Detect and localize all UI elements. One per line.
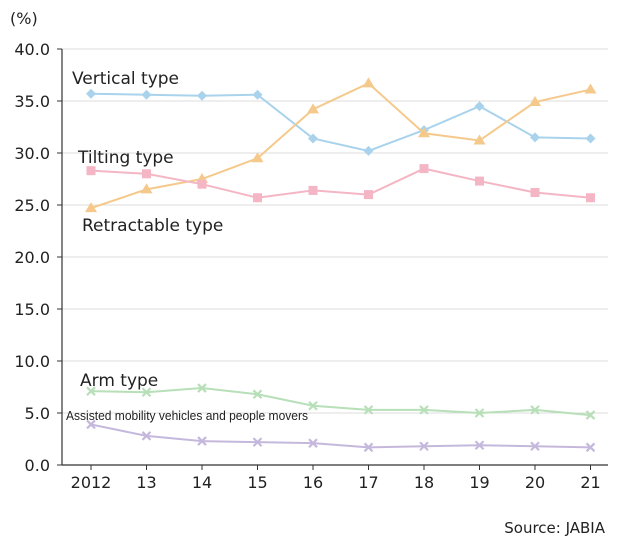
y-tick-labels: 40.0 35.0 30.0 25.0 20.0 15.0 10.0 5.0 0.0 [14, 40, 50, 475]
series-line [90, 92, 591, 152]
y-tick-label: 35.0 [14, 92, 50, 111]
y-tick-label: 10.0 [14, 352, 50, 371]
data-point [141, 89, 152, 100]
data-point [585, 410, 596, 420]
data-point [197, 179, 207, 189]
data-point [586, 193, 595, 203]
data-point [473, 134, 486, 145]
series-3 [86, 383, 596, 420]
source-note: Source: JABIA [504, 519, 605, 537]
axes [57, 48, 608, 470]
x-tick-label: 18 [414, 473, 434, 492]
series-label-vertical-type: Vertical type [72, 69, 179, 89]
series-line [90, 387, 591, 417]
data-point [585, 133, 596, 144]
data-point [85, 202, 97, 213]
data-point [141, 387, 152, 397]
series-label-tilting-type: Tilting type [77, 148, 174, 168]
data-point [197, 383, 207, 393]
series-line [90, 167, 591, 199]
y-axis-unit: (%) [10, 9, 38, 28]
data-point [251, 152, 264, 163]
data-point [584, 83, 597, 94]
series-line [90, 82, 591, 210]
data-point [530, 405, 540, 415]
series-4 [86, 419, 596, 453]
series-line [90, 423, 591, 449]
y-tick-label: 25.0 [14, 196, 50, 215]
gridlines [62, 48, 608, 414]
data-point [474, 440, 485, 451]
data-point [252, 89, 263, 100]
x-tick-label: 13 [136, 473, 156, 492]
data-point [86, 88, 96, 99]
data-point [530, 188, 540, 198]
data-point [142, 169, 151, 179]
y-tick-label: 0.0 [25, 456, 50, 475]
data-point [362, 77, 375, 88]
data-point [474, 408, 485, 418]
y-tick-label: 5.0 [25, 404, 50, 423]
data-point [419, 164, 429, 174]
data-point [474, 101, 485, 112]
y-tick-label: 20.0 [14, 248, 50, 267]
data-point [86, 166, 96, 176]
x-tick-label: 16 [303, 473, 323, 492]
data-point [530, 441, 540, 452]
x-tick-label: 2012 [71, 473, 112, 492]
data-point [363, 145, 374, 156]
data-point [308, 400, 318, 411]
x-tick-label: 19 [469, 473, 489, 492]
data-point [364, 190, 373, 200]
x-tick-label: 14 [192, 473, 212, 492]
data-point [363, 405, 374, 415]
data-point [529, 96, 541, 107]
series-label-assisted-mobility: Assisted mobility vehicles and people mo… [66, 408, 308, 423]
data-point [419, 405, 429, 415]
x-tick-label: 21 [580, 473, 600, 492]
data-point [252, 389, 263, 400]
y-tick-label: 30.0 [14, 144, 50, 163]
y-tick-label: 15.0 [14, 300, 50, 319]
x-tick-label: 17 [358, 473, 378, 492]
series-group [85, 77, 597, 453]
data-point [141, 431, 152, 441]
data-point [86, 419, 96, 430]
data-point [530, 132, 540, 143]
data-point [308, 133, 318, 144]
data-point [253, 193, 262, 203]
series-2 [86, 164, 595, 203]
y-tick-label: 40.0 [14, 40, 50, 59]
x-tick-label: 20 [525, 473, 545, 492]
series-label-arm-type: Arm type [80, 371, 158, 391]
data-point [252, 437, 263, 447]
data-point [363, 442, 374, 453]
data-point [418, 127, 430, 138]
series-label-retractable-type: Retractable type [82, 216, 223, 236]
data-point [585, 442, 596, 453]
data-point [475, 176, 484, 186]
data-point [419, 441, 429, 452]
data-point [140, 183, 153, 194]
data-point [197, 90, 207, 101]
data-point [308, 438, 318, 448]
x-tick-label: 15 [247, 473, 267, 492]
data-point [307, 103, 319, 114]
series-0 [86, 88, 596, 156]
data-point [86, 386, 96, 396]
x-tick-labels: 2012 13 14 15 16 17 18 19 20 21 [71, 473, 601, 492]
data-point [197, 436, 207, 446]
data-point [308, 185, 318, 195]
